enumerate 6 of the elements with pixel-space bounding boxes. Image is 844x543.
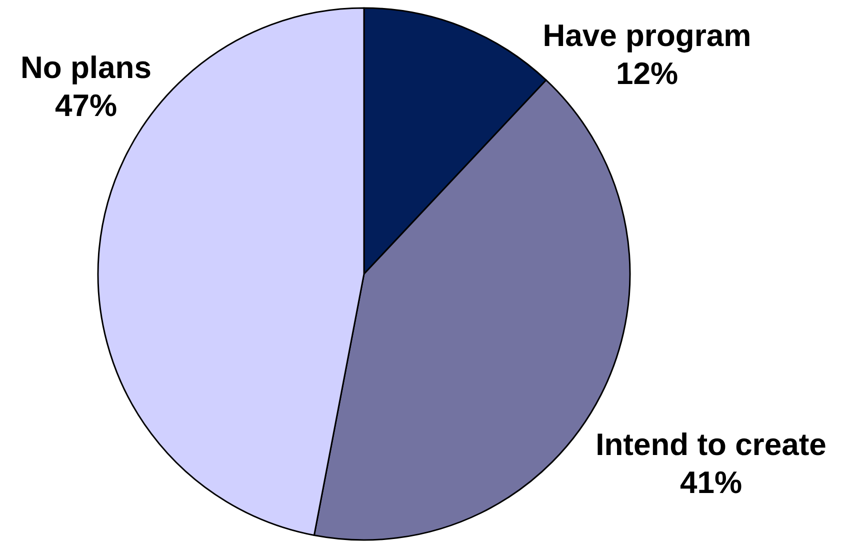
slice-label: Intend to create <box>596 427 826 462</box>
data-label: 41% <box>680 465 742 500</box>
data-label: 12% <box>616 56 678 91</box>
data-label: 47% <box>54 88 118 123</box>
slice-label: Have program <box>542 18 752 53</box>
slice-label: No plans <box>20 50 152 85</box>
